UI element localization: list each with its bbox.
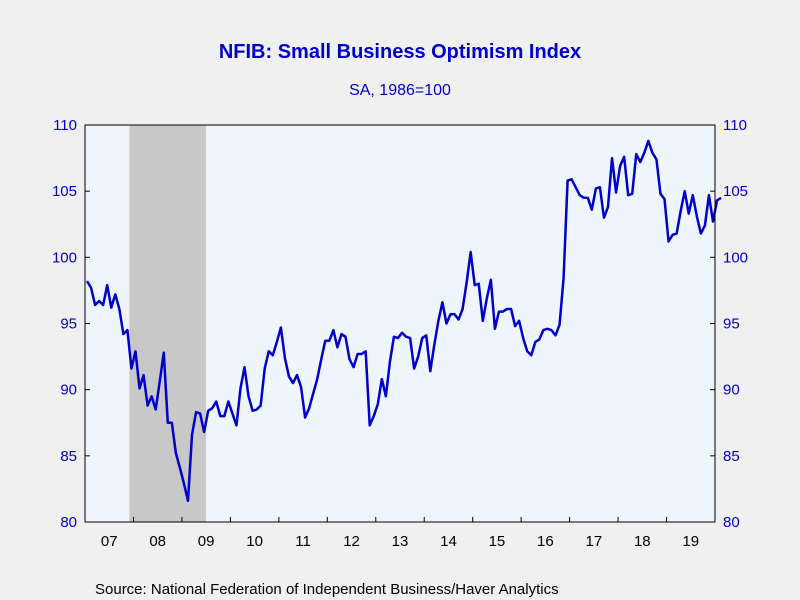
y-tick-label-left: 105	[52, 183, 77, 200]
x-tick-label: 19	[682, 533, 699, 550]
y-tick-label-left: 110	[53, 117, 77, 134]
chart-subtitle: SA, 1986=100	[349, 82, 451, 99]
y-tick-label-left: 90	[60, 382, 77, 399]
y-tick-label-right: 95	[723, 316, 740, 333]
y-tick-label-right: 105	[723, 183, 748, 200]
x-tick-label: 13	[392, 533, 409, 550]
y-tick-label-left: 85	[60, 448, 77, 465]
y-tick-label-right: 85	[723, 448, 740, 465]
x-tick-label: 17	[586, 533, 603, 550]
recession-shading	[129, 125, 207, 522]
y-tick-label-right: 80	[723, 514, 740, 531]
x-tick-label: 09	[198, 533, 215, 550]
series-line-0	[85, 139, 722, 503]
x-tick-label: 15	[489, 533, 506, 550]
y-tick-label-right: 110	[723, 117, 747, 134]
x-tick-label: 14	[440, 533, 457, 550]
x-tick-label: 12	[343, 533, 360, 550]
y-tick-label-left: 100	[52, 249, 77, 266]
y-tick-label-right: 90	[723, 382, 740, 399]
y-tick-label-right: 100	[723, 249, 748, 266]
chart-source: Source: National Federation of Independe…	[95, 581, 559, 598]
x-tick-label: 10	[246, 533, 263, 550]
x-tick-label: 07	[101, 533, 118, 550]
y-tick-label-left: 80	[60, 514, 77, 531]
x-tick-label: 16	[537, 533, 554, 550]
y-tick-label-left: 95	[60, 316, 77, 333]
x-tick-label: 08	[149, 533, 166, 550]
x-tick-label: 18	[634, 533, 651, 550]
chart-title: NFIB: Small Business Optimism Index	[219, 41, 581, 63]
x-tick-label: 11	[295, 533, 311, 550]
